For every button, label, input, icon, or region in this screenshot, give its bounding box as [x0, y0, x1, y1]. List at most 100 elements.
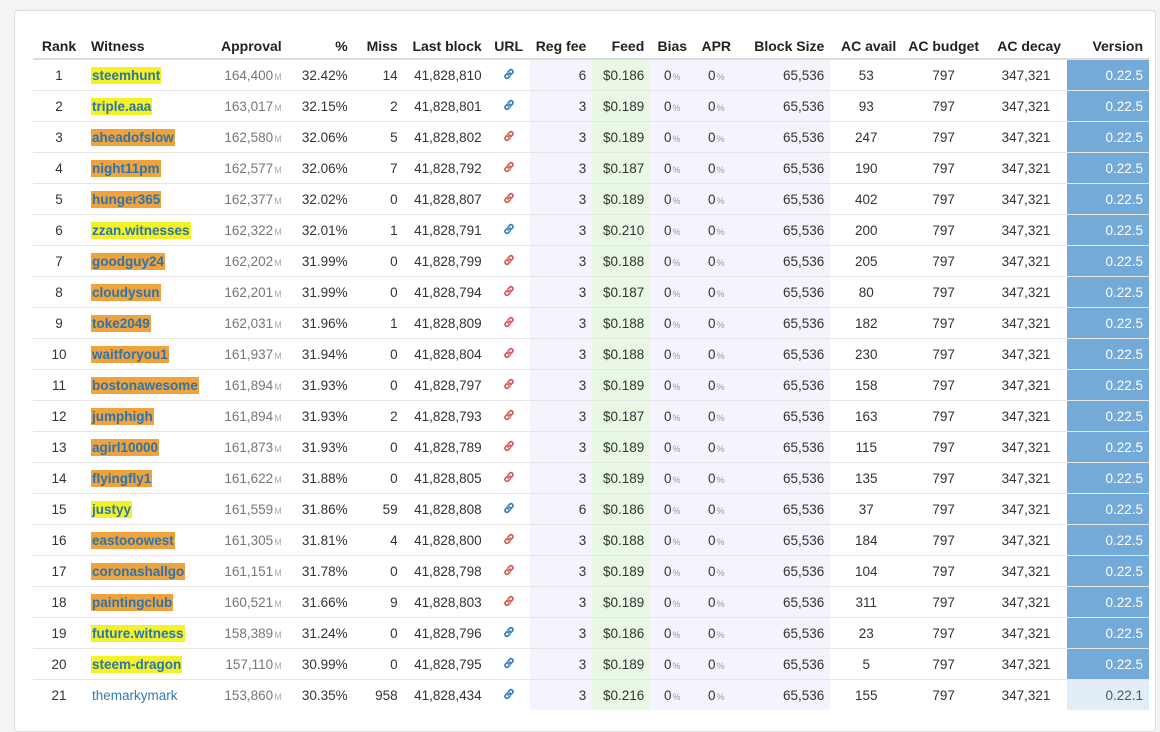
link-icon[interactable]: [502, 315, 516, 332]
witness-link[interactable]: eastooowest: [91, 531, 175, 549]
ac-avail-cell: 247: [830, 121, 903, 153]
table-row: 1 steemhunt 164,400M 32.42% 14 41,828,810 6 $0.…: [33, 58, 1150, 91]
col-header-reg-fee[interactable]: Reg fee: [529, 33, 593, 60]
witness-cell: themarkymark: [85, 679, 215, 710]
apr-value: 0: [708, 191, 716, 207]
link-icon[interactable]: [502, 284, 516, 301]
table-row: 14 flyingfly1 161,622M 31.88% 0 41,828,805 3 $0…: [33, 462, 1150, 494]
link-icon[interactable]: [502, 408, 516, 425]
witness-link[interactable]: jumphigh: [91, 407, 154, 425]
last-block-cell: 41,828,795: [403, 648, 488, 680]
link-icon[interactable]: [502, 439, 516, 456]
link-icon[interactable]: [502, 222, 516, 239]
version-cell: 0.22.5: [1067, 586, 1150, 618]
link-icon[interactable]: [502, 656, 516, 673]
witness-link[interactable]: coronashallgo: [91, 562, 186, 580]
col-header-last-block[interactable]: Last block: [403, 33, 488, 60]
col-header-feed[interactable]: Feed: [592, 33, 651, 60]
link-icon[interactable]: [502, 563, 516, 580]
link-icon[interactable]: [502, 625, 516, 642]
witness-link[interactable]: triple.aaa: [91, 97, 153, 115]
link-icon[interactable]: [502, 253, 516, 270]
url-cell: [487, 152, 530, 184]
col-header-apr[interactable]: APR: [694, 33, 739, 60]
witness-link[interactable]: steemhunt: [91, 66, 162, 84]
percent-cell: 31.93%: [287, 431, 354, 463]
link-icon[interactable]: [502, 377, 516, 394]
version-cell: 0.22.5: [1067, 152, 1150, 184]
link-icon[interactable]: [502, 532, 516, 549]
apr-unit: %: [716, 288, 725, 299]
block-size-cell: 65,536: [738, 400, 831, 432]
witness-link[interactable]: night11pm: [91, 159, 161, 177]
link-icon[interactable]: [502, 594, 516, 611]
witness-link[interactable]: flyingfly1: [91, 469, 153, 487]
bias-value: 0: [664, 594, 672, 610]
bias-cell: 0%: [650, 369, 695, 401]
col-header-block-size[interactable]: Block Size: [738, 33, 831, 60]
link-icon[interactable]: [502, 129, 516, 146]
witness-panel: Rank Witness Approval % Miss Last block …: [14, 10, 1156, 732]
apr-cell: 0%: [694, 307, 739, 339]
col-header-url[interactable]: URL: [487, 33, 530, 60]
ac-decay-cell: 347,321: [985, 245, 1068, 277]
witness-link[interactable]: cloudysun: [91, 283, 161, 301]
apr-cell: 0%: [694, 462, 739, 494]
url-cell: [487, 121, 530, 153]
bias-cell: 0%: [650, 617, 695, 649]
apr-value: 0: [708, 377, 716, 393]
witness-link[interactable]: hunger365: [91, 190, 162, 208]
col-header-approval[interactable]: Approval: [215, 33, 288, 60]
witness-link[interactable]: toke2049: [91, 314, 151, 332]
witness-link[interactable]: future.witness: [91, 624, 185, 642]
bias-value: 0: [664, 532, 672, 548]
col-header-rank[interactable]: Rank: [33, 33, 85, 60]
bias-unit: %: [672, 102, 681, 113]
percent-cell: 32.06%: [287, 121, 354, 153]
witness-link[interactable]: agirl10000: [91, 438, 160, 456]
col-header-witness[interactable]: Witness: [85, 33, 215, 60]
witness-link[interactable]: steem-dragon: [91, 655, 183, 673]
witness-link[interactable]: goodguy24: [91, 252, 166, 270]
link-icon[interactable]: [502, 501, 516, 518]
rank-cell: 20: [33, 648, 85, 680]
witness-link[interactable]: justyy: [91, 500, 133, 518]
apr-cell: 0%: [694, 152, 739, 184]
apr-cell: 0%: [694, 183, 739, 215]
block-size-cell: 65,536: [738, 338, 831, 370]
col-header-percent[interactable]: %: [287, 33, 354, 60]
link-icon[interactable]: [502, 191, 516, 208]
link-icon[interactable]: [502, 470, 516, 487]
witness-link[interactable]: waitforyou1: [91, 345, 169, 363]
witness-link[interactable]: aheadofslow: [91, 128, 175, 146]
version-cell: 0.22.5: [1067, 493, 1150, 525]
link-icon[interactable]: [502, 160, 516, 177]
ac-avail-cell: 115: [830, 431, 903, 463]
col-header-version[interactable]: Version: [1067, 33, 1150, 60]
reg-fee-cell: 6: [529, 58, 593, 91]
col-header-miss[interactable]: Miss: [353, 33, 404, 60]
witness-link[interactable]: bostonawesome: [91, 376, 199, 394]
col-header-ac-budget[interactable]: AC budget: [902, 33, 986, 60]
approval-unit: M: [274, 381, 282, 392]
witness-link[interactable]: zzan.witnesses: [91, 221, 191, 239]
miss-cell: 4: [353, 524, 404, 556]
col-header-ac-avail[interactable]: AC avail: [830, 33, 903, 60]
col-header-bias[interactable]: Bias: [650, 33, 695, 60]
ac-budget-cell: 797: [902, 307, 986, 339]
last-block-cell: 41,828,796: [403, 617, 488, 649]
link-icon[interactable]: [502, 67, 516, 84]
witness-link[interactable]: paintingclub: [91, 593, 174, 611]
percent-cell: 30.99%: [287, 648, 354, 680]
bias-unit: %: [672, 226, 681, 237]
link-icon[interactable]: [502, 98, 516, 115]
bias-cell: 0%: [650, 90, 695, 122]
witness-link[interactable]: themarkymark: [92, 687, 178, 703]
link-icon[interactable]: [502, 687, 516, 704]
rank-cell: 18: [33, 586, 85, 618]
col-header-ac-decay[interactable]: AC decay: [985, 33, 1068, 60]
link-icon[interactable]: [502, 346, 516, 363]
rank-cell: 14: [33, 462, 85, 494]
ac-decay-cell: 347,321: [985, 58, 1068, 91]
table-row: 9 toke2049 162,031M 31.96% 1 41,828,809 3 $0.18…: [33, 307, 1150, 339]
